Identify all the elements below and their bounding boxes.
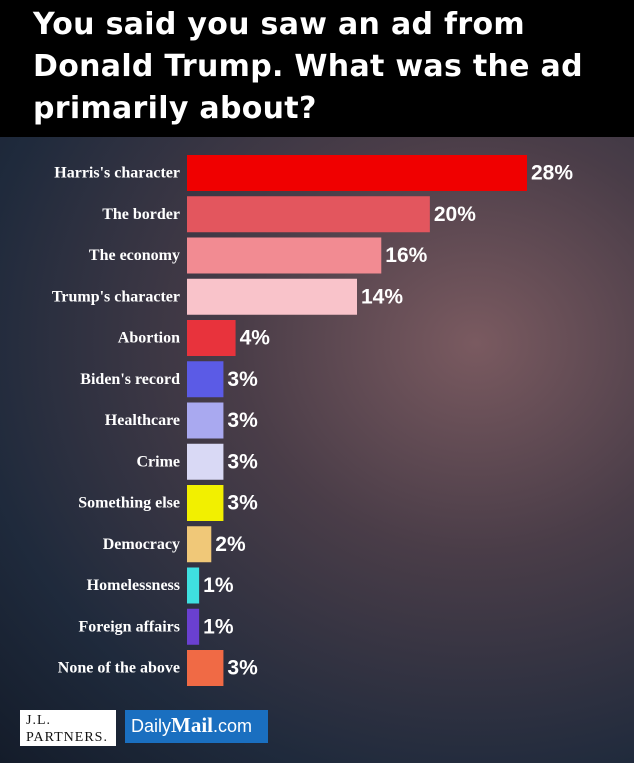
- source-logo-box: [20, 710, 116, 746]
- bar: [187, 237, 382, 274]
- publisher-logo-part: Mail: [171, 713, 213, 737]
- category-label: Harris's character: [54, 165, 180, 182]
- bar: [187, 567, 200, 604]
- category-label: Trump's character: [52, 288, 180, 305]
- value-label: 2%: [215, 533, 246, 556]
- category-label: Crime: [136, 453, 180, 470]
- publisher-logo-part: .com: [213, 716, 252, 736]
- source-logo: PARTNERS.: [26, 730, 108, 745]
- category-label: Democracy: [103, 536, 180, 553]
- category-label: The border: [102, 206, 180, 223]
- value-label: 1%: [203, 615, 234, 638]
- bar: [187, 278, 357, 315]
- title-band: [0, 0, 634, 137]
- category-label: None of the above: [58, 660, 180, 677]
- category-label: The economy: [89, 247, 180, 264]
- chart-title: You said you saw an ad from Donald Trump…: [33, 7, 583, 126]
- category-label: Foreign affairs: [79, 618, 180, 635]
- category-label: Biden's record: [80, 371, 180, 388]
- bar: [187, 526, 212, 563]
- value-label: 3%: [227, 450, 258, 473]
- bar: [187, 320, 236, 356]
- publisher-logo: DailyMail.com: [131, 713, 252, 737]
- bar: [187, 155, 527, 191]
- value-label: 3%: [227, 657, 258, 680]
- value-label: 4%: [240, 327, 271, 350]
- value-label: 3%: [227, 409, 258, 432]
- bar: [187, 196, 430, 233]
- bar: [187, 650, 224, 686]
- source-logo: J.L.: [26, 713, 51, 728]
- bar: [187, 608, 200, 645]
- bar: [187, 443, 224, 480]
- category-label: Homelessness: [87, 577, 180, 594]
- category-label: Abortion: [118, 330, 180, 347]
- value-label: 28%: [531, 162, 573, 185]
- category-label: Something else: [78, 495, 180, 512]
- publisher-logo-part: Daily: [131, 716, 171, 736]
- value-label: 3%: [227, 368, 258, 391]
- category-label: Healthcare: [105, 412, 180, 429]
- bar: [187, 485, 224, 521]
- value-label: 20%: [434, 203, 476, 226]
- value-label: 3%: [227, 492, 258, 515]
- publisher-logo-box: [125, 710, 268, 743]
- bar: [187, 402, 224, 439]
- value-label: 1%: [203, 574, 234, 597]
- bar: [187, 361, 224, 398]
- value-label: 14%: [361, 285, 403, 308]
- value-label: 16%: [385, 244, 427, 267]
